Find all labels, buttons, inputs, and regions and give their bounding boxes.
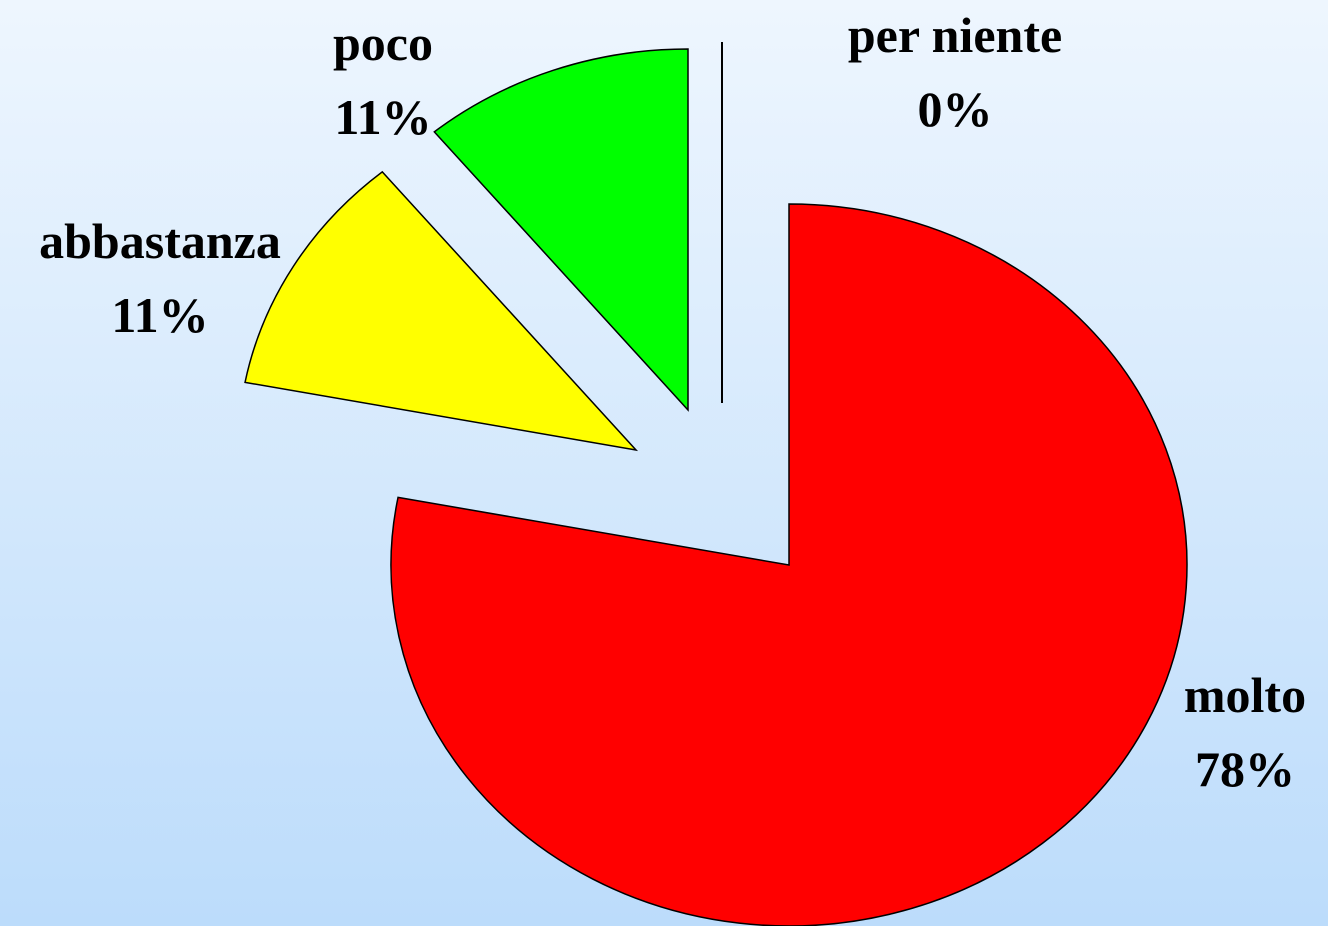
category-label: poco bbox=[333, 15, 433, 71]
pie-slice bbox=[433, 48, 689, 412]
slice-label: abbastanza 11% bbox=[39, 213, 281, 343]
value-label: 78% bbox=[1195, 741, 1295, 797]
category-label: molto bbox=[1184, 667, 1306, 723]
category-label: per niente bbox=[848, 7, 1062, 63]
slice-label: per niente 0% bbox=[848, 7, 1062, 137]
pie-slice bbox=[244, 170, 639, 452]
slice-label: poco 11% bbox=[333, 15, 433, 145]
slice-label: molto 78% bbox=[1184, 667, 1306, 797]
pie-slice bbox=[390, 203, 1188, 926]
value-label: 0% bbox=[918, 81, 993, 137]
value-label: 11% bbox=[111, 287, 208, 343]
value-label: 11% bbox=[334, 89, 431, 145]
category-label: abbastanza bbox=[39, 213, 281, 269]
